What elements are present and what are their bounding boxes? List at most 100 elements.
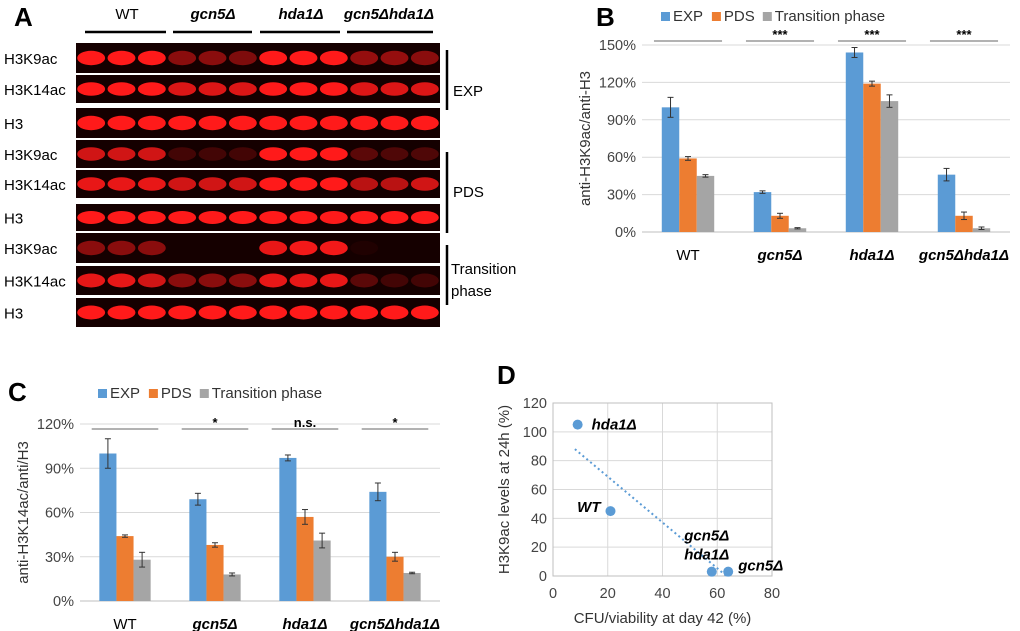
blot-row-label-6: H3K9ac — [4, 241, 58, 258]
b-legend-label-2: Transition phase — [775, 8, 885, 25]
panel-label-a: A — [14, 2, 33, 32]
group-label-pds: PDS — [453, 184, 484, 201]
blot-band — [77, 177, 106, 191]
strain-header-0: WT — [115, 6, 138, 23]
d-xlabel: CFU/viability at day 42 (%) — [574, 610, 752, 627]
panel-label-c: C — [8, 377, 27, 407]
d-ytick: 80 — [531, 454, 547, 470]
c-ytick: 120% — [37, 417, 74, 433]
blot-band — [319, 240, 348, 256]
strain-header-3: gcn5Δhda1Δ — [343, 6, 434, 23]
blot-row-label-4: H3K14ac — [4, 177, 66, 194]
b-legend-label-0: EXP — [673, 8, 703, 25]
blot-band — [350, 240, 379, 256]
blot-band — [198, 177, 227, 191]
blot-band — [289, 305, 318, 320]
blot-band — [319, 305, 348, 320]
d-point-0 — [572, 419, 583, 430]
d-point-label-0: hda1Δ — [592, 417, 637, 434]
d-xtick: 0 — [549, 586, 557, 602]
d-xtick: 80 — [764, 586, 780, 602]
blot-band — [107, 147, 136, 161]
b-significance-mark: *** — [772, 27, 788, 42]
b-ytick: 90% — [607, 113, 636, 129]
c-bar-exp — [99, 453, 117, 601]
blot-band — [77, 115, 106, 131]
c-category-label: gcn5Δ — [191, 616, 237, 631]
d-point-label-3: gcn5Δ — [737, 558, 783, 575]
b-bar-exp — [845, 52, 864, 233]
blot-strip-8 — [76, 298, 440, 327]
c-bar-pds — [386, 556, 404, 601]
c-legend-label-2: Transition phase — [212, 385, 322, 402]
blot-band — [410, 211, 439, 224]
blot-band — [259, 211, 288, 224]
blot-band — [107, 211, 136, 224]
c-legend-swatch-2 — [199, 389, 209, 398]
b-ytick: 120% — [599, 75, 636, 91]
blot-strip-5 — [76, 204, 440, 231]
c-legend-swatch-1 — [148, 389, 158, 398]
group-label-phase: phase — [451, 283, 492, 300]
b-category-label: WT — [676, 247, 699, 264]
blot-band — [137, 50, 166, 66]
c-bar-transition-phase — [223, 574, 241, 601]
blot-band — [137, 273, 166, 288]
blot-band — [259, 305, 288, 320]
b-category-label: gcn5Δ — [756, 247, 802, 264]
blot-band — [319, 115, 348, 131]
blot-band — [289, 240, 318, 256]
c-significance-mark: * — [392, 415, 398, 430]
c-ytick: 30% — [45, 550, 74, 566]
blot-band — [410, 50, 439, 66]
blot-band — [259, 273, 288, 288]
blot-band — [168, 147, 197, 161]
blot-strip-4 — [76, 170, 440, 198]
blot-strip-1 — [76, 75, 440, 103]
c-ylabel: anti-H3K14ac/anti/H3 — [15, 441, 32, 584]
blot-strip-7 — [76, 266, 440, 295]
blot-band — [350, 177, 379, 191]
d-point-label-2a: gcn5Δ — [683, 528, 729, 545]
b-legend-swatch-1 — [711, 12, 721, 21]
blot-band — [168, 115, 197, 131]
blot-band — [77, 147, 106, 161]
d-ytick: 40 — [531, 511, 547, 527]
blot-band — [319, 273, 348, 288]
blot-band — [107, 115, 136, 131]
c-ytick: 60% — [45, 506, 74, 522]
d-ytick: 0 — [539, 569, 547, 585]
b-bar-transition-phase — [788, 228, 807, 232]
western-blot-panel: WT gcn5Δ hda1Δ gcn5Δhda1ΔH3K9acH3K14acH3H3K… — [4, 6, 516, 327]
blot-band — [137, 147, 166, 161]
blot-band — [380, 147, 409, 161]
blot-band — [350, 50, 379, 66]
b-category-label: gcn5Δhda1Δ — [918, 247, 1009, 264]
blot-band — [77, 211, 106, 224]
c-bar-exp — [189, 499, 207, 601]
c-ytick: 90% — [45, 461, 74, 477]
blot-band — [137, 240, 166, 256]
blot-strip-2 — [76, 108, 440, 138]
b-bar-pds — [771, 215, 789, 232]
blot-band — [168, 82, 197, 96]
blot-band — [350, 147, 379, 161]
blot-band — [77, 273, 106, 288]
blot-band — [228, 82, 257, 96]
blot-band — [228, 305, 257, 320]
blot-strip-6 — [76, 233, 440, 263]
blot-band — [319, 82, 348, 96]
blot-band — [350, 211, 379, 224]
b-legend-swatch-2 — [762, 12, 772, 21]
blot-band — [77, 240, 106, 256]
c-category-label: hda1Δ — [282, 616, 327, 631]
blot-band — [107, 177, 136, 191]
b-legend-swatch-0 — [661, 12, 670, 21]
b-category-label: hda1Δ — [849, 247, 894, 264]
blot-row-label-0: H3K9ac — [4, 51, 58, 68]
blot-band — [198, 273, 227, 288]
blot-band — [168, 273, 197, 288]
blot-band — [228, 211, 257, 224]
blot-band — [410, 82, 439, 96]
c-significance-mark: n.s. — [294, 415, 316, 430]
